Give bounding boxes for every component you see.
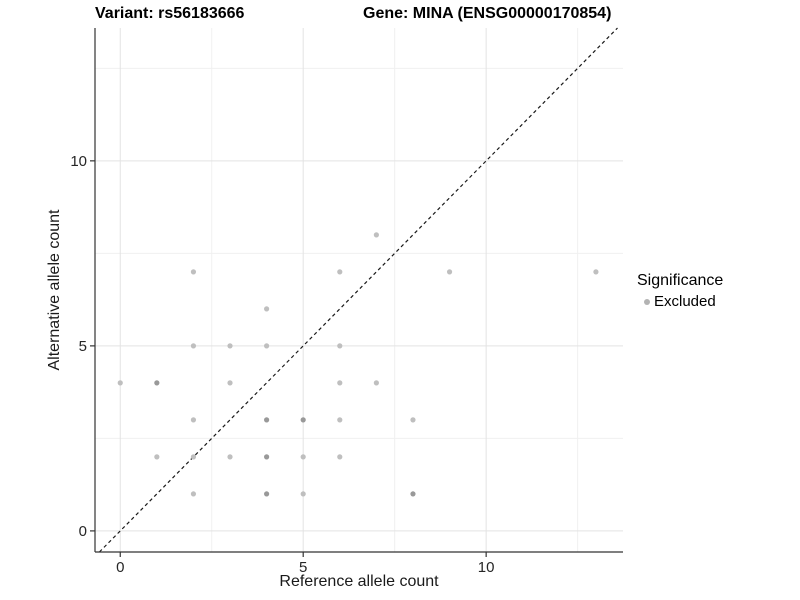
data-point bbox=[337, 417, 343, 423]
data-point bbox=[227, 454, 233, 460]
excluded-point-icon bbox=[644, 298, 650, 305]
data-point bbox=[264, 343, 270, 349]
y-tick-label: 0 bbox=[79, 523, 87, 540]
x-tick-label: 5 bbox=[299, 559, 307, 576]
data-point bbox=[373, 380, 379, 386]
data-point bbox=[337, 380, 343, 386]
legend-title: Significance bbox=[637, 272, 724, 289]
identity-line bbox=[98, 27, 618, 553]
x-axis-title: Reference allele count bbox=[279, 573, 439, 590]
legend: Significance Excluded bbox=[637, 272, 723, 310]
data-point bbox=[154, 380, 160, 386]
data-point bbox=[410, 417, 416, 423]
data-point bbox=[190, 454, 197, 460]
data-point bbox=[446, 269, 453, 275]
data-point bbox=[190, 343, 197, 349]
data-point bbox=[227, 380, 233, 386]
x-tick-label: 10 bbox=[478, 559, 495, 576]
data-point bbox=[264, 417, 270, 423]
data-point bbox=[190, 269, 197, 275]
data-point bbox=[337, 454, 343, 460]
gene-title: Gene: MINA (ENSG00000170854) bbox=[363, 5, 612, 22]
data-point bbox=[593, 269, 599, 275]
data-point bbox=[337, 269, 343, 275]
data-point bbox=[264, 491, 270, 497]
data-point bbox=[410, 491, 416, 497]
legend-item-excluded: Excluded bbox=[637, 293, 723, 310]
data-point bbox=[337, 343, 343, 349]
data-point bbox=[373, 232, 379, 238]
data-point bbox=[117, 380, 123, 386]
data-point bbox=[154, 454, 160, 460]
data-point bbox=[190, 491, 197, 497]
data-point bbox=[300, 491, 306, 497]
data-point bbox=[300, 454, 306, 460]
legend-item-label: Excluded bbox=[654, 293, 716, 310]
y-tick-label: 5 bbox=[79, 338, 87, 355]
x-tick-label: 0 bbox=[116, 559, 124, 576]
y-axis-title: Alternative allele count bbox=[46, 209, 63, 371]
data-point bbox=[264, 454, 270, 460]
data-point bbox=[264, 306, 270, 312]
data-point bbox=[227, 343, 233, 349]
variant-title: Variant: rs56183666 bbox=[95, 5, 245, 22]
data-point bbox=[190, 417, 197, 423]
y-tick-label: 10 bbox=[70, 153, 87, 170]
data-point bbox=[300, 417, 306, 423]
